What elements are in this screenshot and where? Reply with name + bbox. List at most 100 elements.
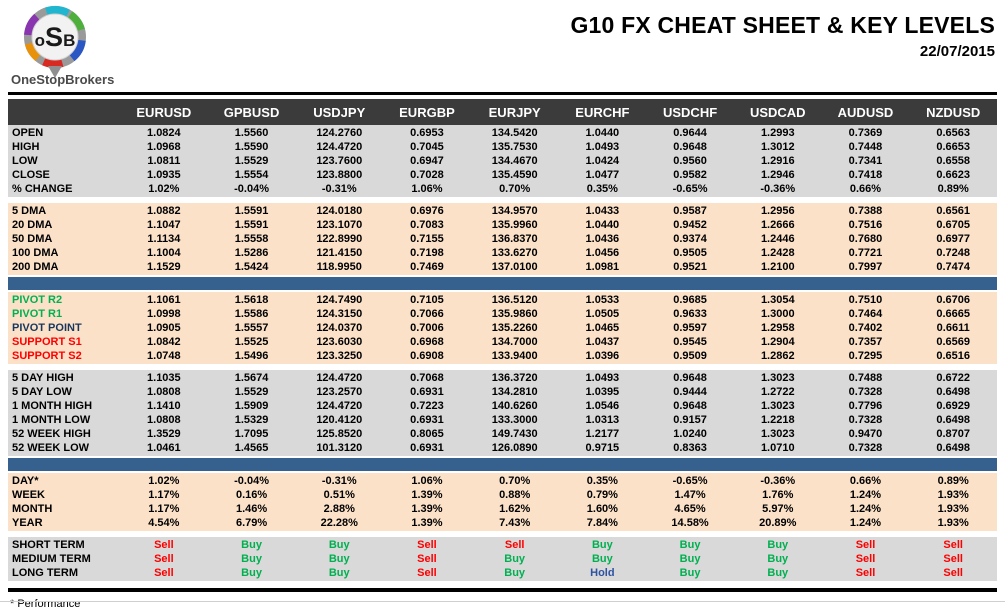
row-label: 1 MONTH HIGH (12, 400, 93, 412)
value-cell: 1.0981 (585, 261, 620, 273)
value-cell: 0.6908 (410, 350, 444, 362)
value-cell: 1.0905 (147, 322, 181, 334)
value-cell: 0.6706 (936, 294, 970, 306)
value-cell: -0.65% (672, 183, 708, 195)
value-cell: 135.2260 (491, 322, 538, 334)
column-header-usdchf: USDCHF (662, 104, 718, 120)
value-cell: 1.60% (586, 503, 618, 515)
value-cell: 0.6976 (410, 205, 444, 217)
value-cell: 0.9521 (673, 261, 707, 273)
value-cell: 0.9157 (673, 414, 707, 426)
logo-monogram: oSB (35, 22, 76, 52)
section-gap (8, 531, 997, 537)
value-cell: 0.88% (499, 489, 531, 501)
value-cell: 0.9374 (673, 233, 707, 245)
value-cell: 123.6030 (316, 336, 363, 348)
value-cell: 0.7328 (848, 414, 883, 426)
row-label: DAY* (12, 475, 39, 487)
value-cell: 0.7066 (410, 308, 444, 320)
value-cell: 0.9452 (673, 219, 707, 231)
value-cell: 0.66% (849, 183, 882, 195)
value-cell: 1.17% (148, 489, 180, 501)
value-cell: 1.0998 (147, 308, 181, 320)
value-cell: 1.0440 (585, 219, 620, 231)
value-cell: 1.47% (674, 489, 706, 501)
value-cell: 1.3023 (760, 372, 795, 384)
column-header-eurgbp: EURGBP (399, 104, 455, 120)
table-row: PIVOT R1 1.0998 1.5586 124.3150 0.7066 135.98… (8, 307, 997, 321)
value-cell: 1.5329 (234, 414, 269, 426)
value-cell: 1.2428 (760, 247, 795, 259)
value-cell: 1.0824 (147, 127, 181, 139)
row-label: % CHANGE (12, 183, 73, 195)
row-label: 100 DMA (12, 247, 59, 259)
value-cell: 136.5120 (491, 294, 538, 306)
value-cell: 149.7430 (491, 428, 538, 440)
value-cell: 0.9545 (673, 336, 707, 348)
value-cell: 1.1061 (147, 294, 181, 306)
value-cell: 1.2722 (760, 386, 795, 398)
value-cell: 1.5557 (234, 322, 269, 334)
value-cell: Buy (328, 553, 350, 565)
value-cell: 101.3120 (316, 442, 363, 454)
value-cell: 124.2760 (316, 127, 363, 139)
value-cell: 124.0370 (316, 322, 363, 334)
row-label: OPEN (12, 127, 44, 139)
value-cell: 1.0842 (147, 336, 181, 348)
value-cell: 1.0437 (585, 336, 620, 348)
value-cell: 1.93% (937, 489, 969, 501)
logo-brand-name: OneStopBrokers (11, 72, 114, 87)
value-cell: 0.7198 (410, 247, 444, 259)
report-date: 22/07/2015 (919, 43, 995, 60)
table-row: OPEN 1.0824 1.5560 124.2760 0.6953 134.5420 1.… (8, 126, 997, 140)
value-cell: 0.9470 (848, 428, 883, 440)
table-row: 5 DAY HIGH 1.1035 1.5674 124.4720 0.7068 136.… (8, 371, 997, 385)
value-cell: 123.8800 (316, 169, 363, 181)
value-cell: -0.36% (760, 475, 796, 487)
row-label: SUPPORT S1 (12, 336, 82, 348)
value-cell: 1.5286 (234, 247, 269, 259)
value-cell: 1.0935 (147, 169, 181, 181)
row-label: 5 DMA (12, 205, 47, 217)
value-cell: 1.0710 (760, 442, 795, 454)
value-cell: 0.7448 (848, 141, 883, 153)
value-cell: 0.6931 (410, 386, 444, 398)
table-row: 200 DMA 1.1529 1.5424 118.9950 0.7469 137.010… (8, 260, 997, 274)
value-cell: 0.6968 (410, 336, 444, 348)
value-cell: 1.06% (411, 183, 443, 195)
value-cell: 1.3000 (760, 308, 795, 320)
value-cell: 0.9648 (673, 141, 707, 153)
value-cell: 1.0505 (585, 308, 620, 320)
value-cell: 122.8990 (316, 233, 363, 245)
value-cell: 0.7516 (848, 219, 883, 231)
value-cell: 0.9633 (673, 308, 707, 320)
table-row: 50 DMA 1.1134 1.5558 122.8990 0.7155 136.8370… (8, 232, 997, 246)
value-cell: 20.89% (759, 517, 797, 529)
table-row: SUPPORT S1 1.0842 1.5525 123.6030 0.6968 134.… (8, 335, 997, 349)
value-cell: -0.36% (760, 183, 796, 195)
value-cell: 0.8707 (936, 428, 970, 440)
value-cell: 0.6931 (410, 414, 444, 426)
value-cell: 1.5529 (234, 386, 269, 398)
value-cell: 1.7095 (234, 428, 269, 440)
value-cell: 2.88% (323, 503, 355, 515)
value-cell: 0.89% (937, 183, 969, 195)
value-cell: 1.0456 (585, 247, 620, 259)
value-cell: 1.5558 (234, 233, 269, 245)
value-cell: 1.2958 (760, 322, 795, 334)
value-cell: 1.0461 (147, 442, 181, 454)
column-header-nzdusd: NZDUSD (926, 104, 981, 120)
table-row: HIGH 1.0968 1.5590 124.4720 0.7045 135.7530 1.… (8, 140, 997, 154)
value-cell: Buy (241, 539, 262, 551)
value-cell: 1.2446 (760, 233, 795, 245)
value-cell: 0.35% (586, 475, 618, 487)
value-cell: 1.0396 (585, 350, 620, 362)
row-label: 5 DAY LOW (12, 386, 72, 398)
value-cell: 1.0546 (585, 400, 620, 412)
value-cell: 0.9560 (673, 155, 707, 167)
value-cell: 0.9444 (673, 386, 707, 398)
value-cell: Sell (855, 567, 876, 579)
table-row: 1 MONTH LOW 1.0808 1.5329 120.4120 0.6931 133… (8, 413, 997, 427)
value-cell: 134.7000 (491, 336, 538, 348)
column-header-usdcad: USDCAD (749, 104, 806, 120)
